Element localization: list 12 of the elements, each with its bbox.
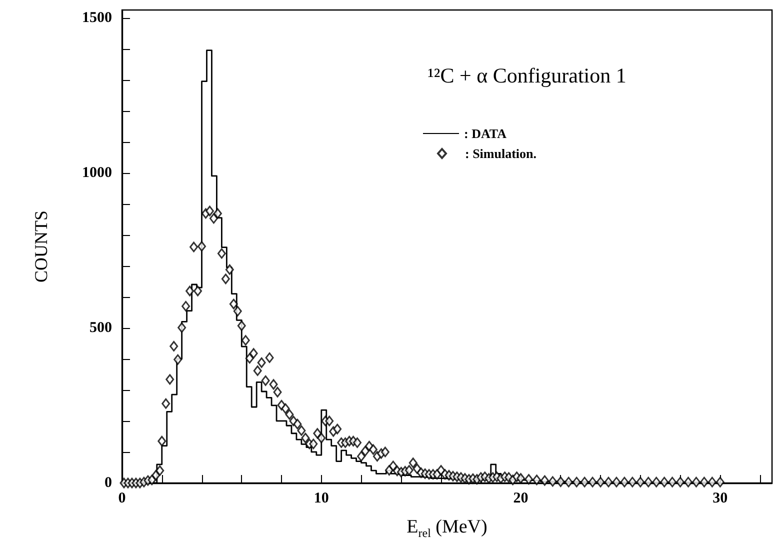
y-tick-label: 1500 [82, 10, 112, 26]
x-tick-label: 20 [513, 490, 528, 506]
legend-label: : Simulation. [465, 146, 537, 161]
y-axis-title: COUNTS [31, 210, 51, 283]
x-tick-label: 10 [314, 490, 329, 506]
text: ¹²C + α Configuration 1 [428, 64, 626, 88]
y-tick-label: 1000 [82, 164, 112, 181]
x-tick-label: 0 [118, 490, 126, 506]
legend-label: : DATA [464, 126, 508, 141]
y-tick-label: 0 [104, 475, 112, 491]
y-tick-label: 500 [90, 320, 112, 336]
x-tick-label: 30 [712, 490, 728, 506]
